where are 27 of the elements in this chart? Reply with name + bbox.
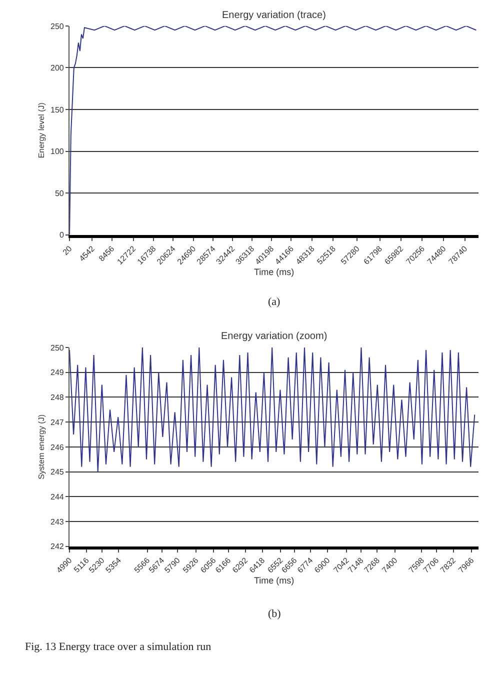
y-tick-label: 246 [50,442,64,452]
y-tick-label: 244 [50,492,64,502]
line-series [70,26,477,235]
y-tick-label: 243 [50,517,64,526]
caption: Fig. 13 Energy trace over a simulation run [25,641,212,653]
y-tick-label: 50 [54,188,64,198]
text: (a) [268,296,281,308]
y-tick-label: 248 [50,393,64,402]
text: (b) [268,608,282,620]
y-tick-label: 247 [50,418,64,427]
y-axis-title: Energy level (J) [37,102,46,158]
x-axis-title: Time (ms) [254,267,294,278]
y-tick-label: 200 [50,64,64,73]
y-axis-title: System energy (J) [37,414,46,480]
x-axis-title: Time (ms) [254,576,294,586]
y-tick-label: 249 [50,368,64,378]
y-tick-label: 242 [50,542,64,552]
chart-title: Energy variation (zoom) [221,331,328,342]
chart-title: Energy variation (trace) [222,10,326,21]
y-tick-label: 245 [50,468,64,477]
y-tick-label: 150 [50,105,64,114]
y-tick-label: 250 [50,22,64,31]
y-tick-label: 0 [59,230,64,240]
x-tick-label: 20 [61,244,74,257]
y-tick-label: 100 [50,147,64,156]
y-tick-label: 250 [50,343,64,352]
line-series [70,348,476,472]
